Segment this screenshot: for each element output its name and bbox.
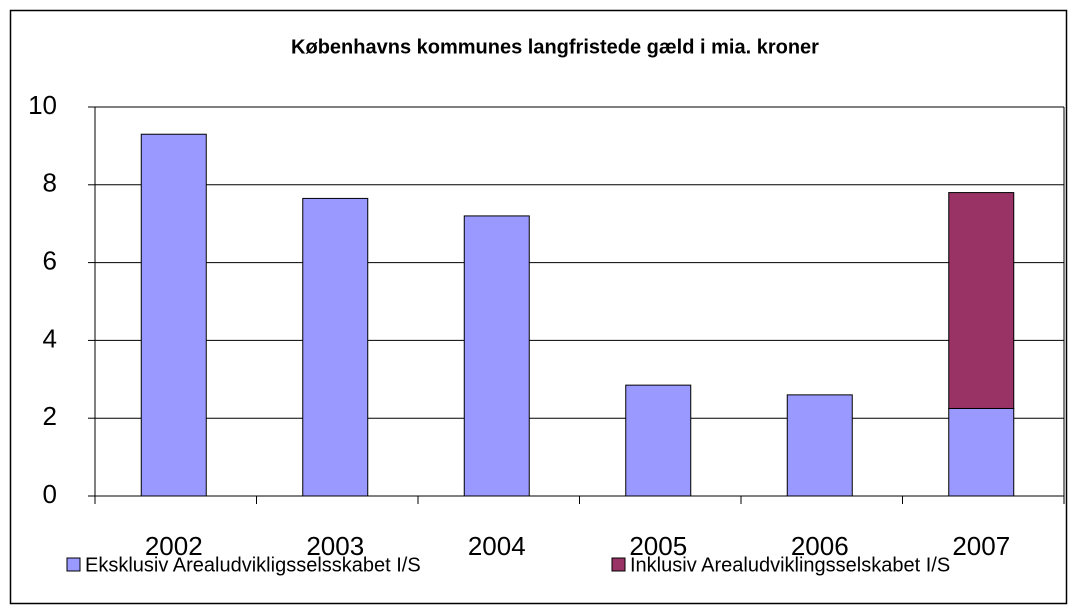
x-tick-label: 2005 [629,531,687,561]
x-tick-label: 2007 [952,531,1010,561]
bar-segment [463,215,530,497]
legend-label: Eksklusiv Arealudvikligsselsskabet I/S [85,554,421,576]
x-tick-label: 2002 [145,531,203,561]
y-tick-label: 0 [43,479,57,509]
x-tick-label: 2004 [468,531,526,561]
legend-label: Inklusiv Arealudviklingsselskabet I/S [630,554,950,576]
bar-segment [302,197,369,497]
y-tick-label: 2 [43,401,57,431]
bar-segment [786,394,853,497]
bar-segment [948,192,1015,409]
legend-swatch [611,557,626,572]
y-tick-label: 8 [43,168,57,198]
bar-segment [625,384,692,497]
legend-swatch [66,557,81,572]
x-tick-label: 2006 [791,531,849,561]
chart-title: Københavns kommunes langfristede gæld i … [291,36,819,58]
bar-segment [948,407,1015,497]
y-tick-label: 4 [43,323,57,353]
y-tick-label: 10 [28,90,57,120]
x-tick-label: 2003 [306,531,364,561]
bar-segment [140,133,207,497]
y-tick-label: 6 [43,245,57,275]
